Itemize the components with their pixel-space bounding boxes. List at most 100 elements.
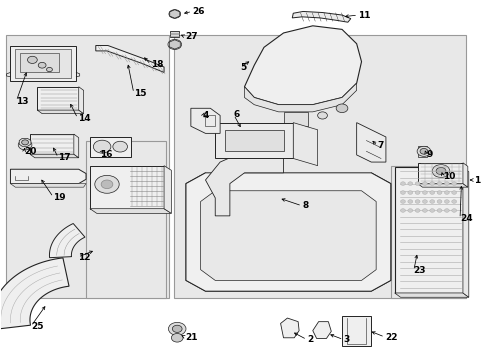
Text: 17: 17 [58, 153, 71, 162]
Polygon shape [341, 316, 370, 346]
Circle shape [429, 200, 434, 203]
Circle shape [429, 182, 434, 185]
Circle shape [429, 191, 434, 194]
Circle shape [435, 167, 445, 175]
Circle shape [422, 200, 427, 203]
Text: 24: 24 [459, 214, 472, 223]
Polygon shape [20, 53, 59, 72]
Polygon shape [205, 151, 283, 216]
Text: 22: 22 [384, 333, 397, 342]
Text: 13: 13 [16, 96, 29, 105]
Polygon shape [30, 134, 74, 154]
Polygon shape [185, 270, 390, 291]
Polygon shape [432, 164, 448, 178]
Circle shape [400, 209, 405, 212]
Circle shape [436, 191, 441, 194]
Polygon shape [417, 163, 462, 184]
Text: 15: 15 [134, 89, 146, 98]
Circle shape [436, 182, 441, 185]
Circle shape [335, 104, 347, 113]
Polygon shape [215, 123, 293, 158]
Circle shape [444, 182, 448, 185]
Circle shape [436, 209, 441, 212]
Polygon shape [10, 169, 86, 184]
Circle shape [444, 200, 448, 203]
Text: 14: 14 [78, 114, 90, 123]
Polygon shape [293, 123, 317, 166]
Circle shape [451, 191, 456, 194]
Text: 21: 21 [184, 333, 197, 342]
Text: 8: 8 [302, 201, 307, 210]
Bar [86, 140, 166, 298]
Polygon shape [200, 191, 375, 280]
Polygon shape [244, 26, 361, 105]
Polygon shape [169, 10, 180, 18]
Text: 20: 20 [24, 147, 37, 156]
Polygon shape [169, 40, 180, 49]
Circle shape [422, 209, 427, 212]
Polygon shape [10, 184, 86, 187]
Circle shape [27, 56, 37, 63]
Polygon shape [170, 31, 178, 37]
Circle shape [407, 191, 412, 194]
Circle shape [407, 200, 412, 203]
Polygon shape [10, 45, 76, 81]
Circle shape [172, 325, 182, 332]
Circle shape [451, 209, 456, 212]
Polygon shape [312, 321, 330, 338]
Polygon shape [292, 12, 350, 22]
Text: 12: 12 [78, 253, 90, 262]
Text: 26: 26 [192, 7, 204, 16]
Polygon shape [190, 108, 220, 134]
Circle shape [171, 12, 177, 16]
Text: 16: 16 [100, 150, 112, 159]
Circle shape [451, 182, 456, 185]
Text: 5: 5 [240, 63, 246, 72]
Polygon shape [163, 166, 171, 213]
Circle shape [21, 140, 28, 145]
Text: 7: 7 [377, 141, 383, 150]
Polygon shape [283, 112, 307, 126]
Circle shape [317, 112, 327, 119]
Circle shape [419, 148, 427, 154]
Polygon shape [185, 173, 390, 291]
Circle shape [444, 191, 448, 194]
Circle shape [101, 180, 113, 189]
Polygon shape [370, 173, 390, 280]
Bar [5, 35, 168, 298]
Polygon shape [0, 258, 69, 330]
Text: 9: 9 [426, 150, 432, 159]
Circle shape [416, 146, 430, 156]
Bar [173, 35, 466, 298]
Circle shape [436, 200, 441, 203]
Circle shape [167, 40, 181, 49]
Polygon shape [394, 293, 468, 297]
Polygon shape [49, 224, 85, 258]
Circle shape [46, 67, 52, 72]
Text: 23: 23 [413, 266, 426, 275]
Polygon shape [185, 173, 205, 280]
Polygon shape [224, 130, 283, 151]
Circle shape [400, 182, 405, 185]
Circle shape [38, 62, 46, 68]
Polygon shape [280, 318, 299, 338]
Polygon shape [417, 184, 467, 187]
Circle shape [400, 191, 405, 194]
Polygon shape [96, 45, 163, 72]
Polygon shape [37, 110, 83, 114]
Circle shape [93, 140, 111, 153]
Circle shape [414, 191, 419, 194]
Polygon shape [394, 167, 462, 293]
Text: 10: 10 [442, 172, 454, 181]
Circle shape [168, 10, 180, 18]
Polygon shape [356, 123, 385, 162]
Polygon shape [79, 87, 83, 114]
Polygon shape [462, 163, 467, 187]
Polygon shape [15, 49, 71, 78]
Circle shape [414, 209, 419, 212]
Text: 4: 4 [203, 111, 209, 120]
Circle shape [431, 165, 449, 177]
Polygon shape [74, 134, 79, 158]
Polygon shape [90, 209, 171, 213]
Polygon shape [244, 83, 356, 112]
